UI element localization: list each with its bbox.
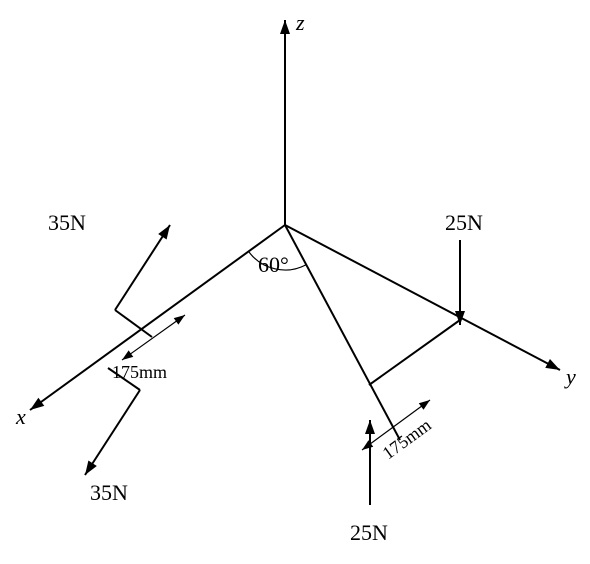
- z-axis-arrowhead: [280, 20, 290, 34]
- dim-175-right-arrow-b: [419, 400, 430, 410]
- y-axis-arrowhead: [545, 359, 560, 370]
- diagonal-member: [285, 225, 400, 440]
- force-35n-down: [85, 390, 140, 475]
- z-axis-label: z: [295, 10, 305, 35]
- dim-175-right-label: 175mm: [379, 415, 435, 464]
- force-35n-up: [115, 225, 170, 310]
- dim-175-left-arrow-a: [122, 350, 133, 360]
- force-35n-up-arrowhead: [158, 225, 170, 239]
- y-axis-label: y: [564, 364, 576, 389]
- force-35n-down-arrowhead: [85, 461, 97, 475]
- force-25n-label-bottom: 25N: [350, 520, 388, 545]
- x-axis-arrowhead: [30, 398, 44, 410]
- force-25n-up-arrowhead: [365, 420, 375, 434]
- dim-175-left-label: 175mm: [112, 362, 167, 382]
- force-35n-label-bottom: 35N: [90, 480, 128, 505]
- force-35n-label-top: 35N: [48, 210, 86, 235]
- left-connector-top: [115, 310, 152, 337]
- dim-175-left-arrow-b: [174, 315, 185, 325]
- x-axis: [30, 225, 285, 410]
- dim-175-right-arrow-a: [362, 440, 373, 450]
- x-axis-label: x: [15, 404, 26, 429]
- diagram-canvas: z y x 60° 35N 35N 175mm 25N 25N 175mm: [0, 0, 590, 564]
- y-axis: [285, 225, 560, 370]
- angle-label: 60°: [258, 252, 289, 277]
- right-connector: [369, 320, 460, 385]
- force-25n-label-top: 25N: [445, 210, 483, 235]
